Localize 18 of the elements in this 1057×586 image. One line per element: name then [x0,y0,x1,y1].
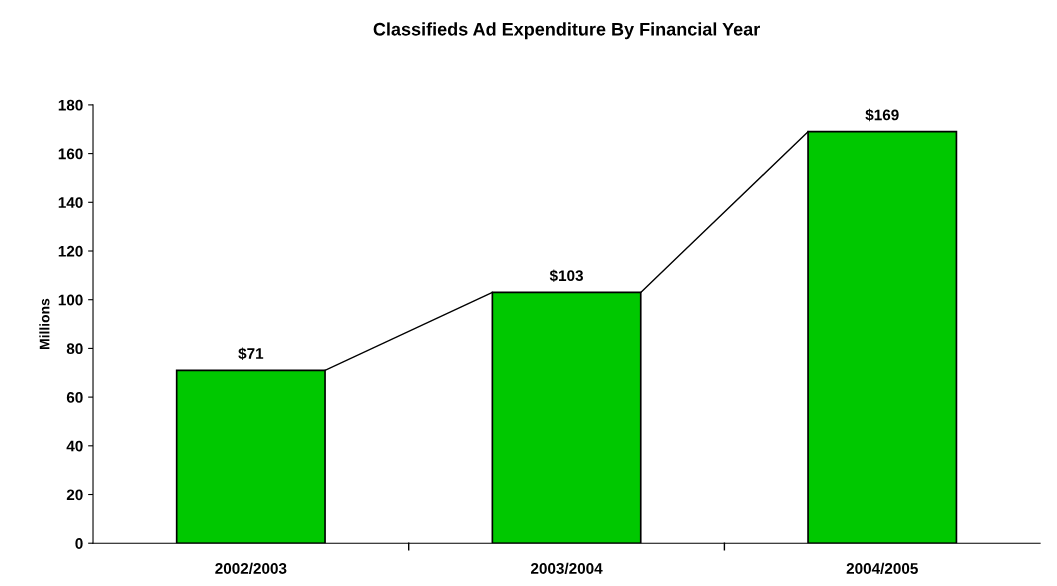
x-tick-label: 2004/2005 [846,562,918,575]
y-tick-label: 100 [58,294,83,306]
y-tick-label: 60 [66,391,83,403]
y-axis-title: Millions [39,298,50,349]
data-label: $169 [865,108,899,122]
y-tick-label: 0 [75,538,83,549]
y-tick-label: 20 [66,489,83,501]
y-tick-label: 120 [58,245,83,257]
chart-title: Classifieds Ad Expenditure By Financial Year [373,22,760,40]
x-tick-label: 2003/2004 [530,562,603,575]
data-label: $71 [238,347,264,360]
y-tick-label: 140 [58,197,83,208]
y-tick-label: 180 [58,99,83,111]
y-tick-label: 80 [66,343,83,355]
x-tick-label: 2002/2003 [215,562,287,575]
data-label: $103 [549,269,583,283]
y-tick-label: 160 [58,148,83,160]
y-tick-label: 40 [66,440,83,452]
